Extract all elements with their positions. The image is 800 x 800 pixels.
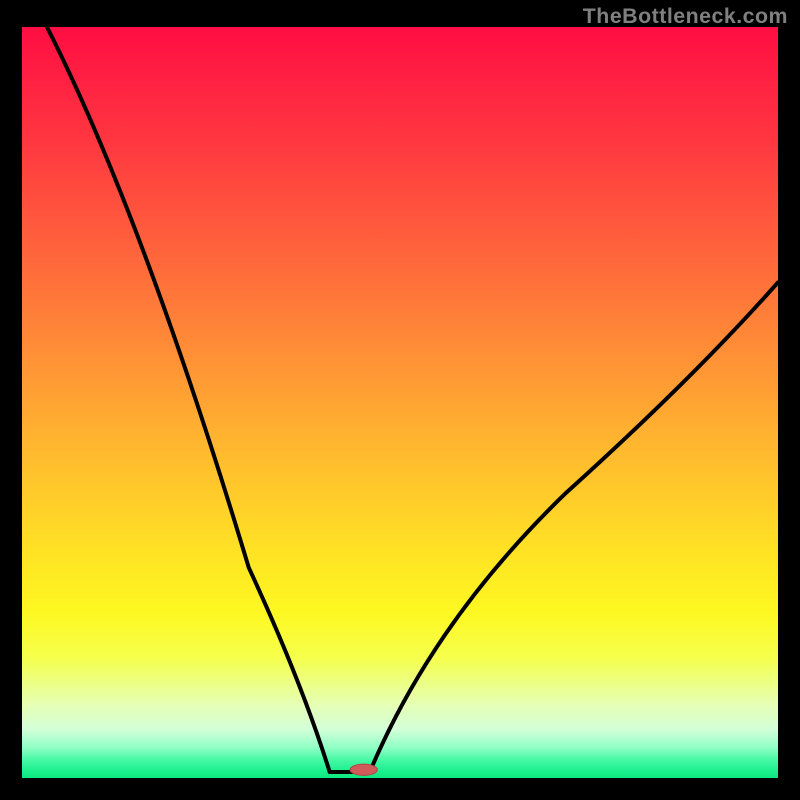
trough-marker	[350, 764, 377, 775]
attribution-text: TheBottleneck.com	[583, 4, 788, 29]
bottleneck-chart	[0, 0, 800, 800]
chart-container: TheBottleneck.com	[0, 0, 800, 800]
